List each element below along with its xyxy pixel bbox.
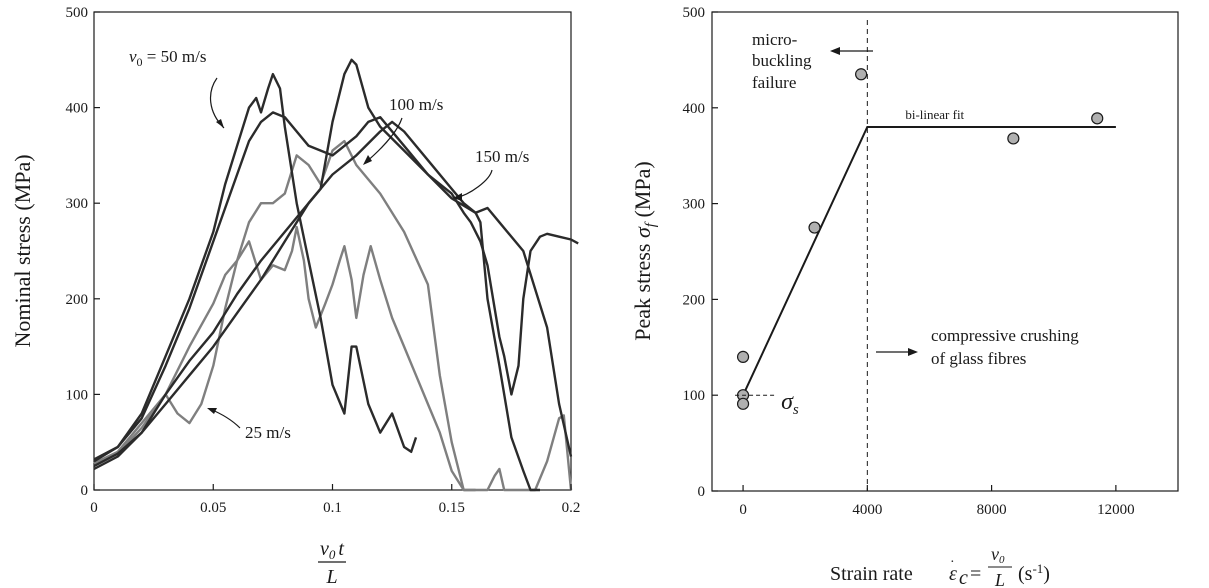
left-y-axis-label: Nominal stress (MPa) (10, 154, 35, 347)
right-y-tick-label: 0 (698, 484, 706, 500)
crushing-arrowhead (908, 348, 918, 356)
data-point-3 (736, 397, 750, 410)
right-ylabel-sigma: σ (630, 226, 655, 238)
right-y-tick-label: 300 (683, 197, 706, 213)
left-x-axis-label: v0 t L (318, 538, 346, 588)
annot-50-rest: = 50 m/s (143, 47, 207, 66)
left-xlabel-v: v (320, 538, 329, 560)
annot-25-label: 25 m/s (245, 423, 291, 442)
microbuckling-line-2: buckling (752, 51, 812, 70)
left-series-line-1 (93, 225, 573, 492)
right-y-axis-label: Peak stress σf (MPa) (630, 161, 659, 340)
bilinear-fit-label: bi-linear fit (905, 107, 964, 122)
annot-50-arrow (210, 77, 225, 129)
right-xlabel-eps-dot: · (950, 555, 955, 570)
left-y-tick-label: 500 (66, 5, 89, 21)
microbuckling-line-1: micro- (752, 30, 798, 49)
right-ylabel-text: Peak stress (630, 238, 655, 341)
data-point-5 (855, 68, 868, 81)
left-series-line-4 (93, 111, 540, 492)
sigma-s-label: σs (781, 389, 799, 418)
left-x-tick-label: 0.2 (562, 500, 581, 516)
data-point-7 (1091, 112, 1104, 125)
left-series-line-6 (93, 58, 579, 471)
right-y-tick-label: 100 (683, 388, 706, 404)
annot-50-sub: 0 (137, 55, 143, 69)
crushing-line-2: of glass fibres (931, 349, 1026, 368)
right-x-ticks: 0 4000 8000 12000 (739, 485, 1135, 518)
left-y-tick-label: 200 (66, 292, 89, 308)
annotation-50ms: v0 = 50 m/s (129, 47, 225, 129)
left-y-ticks: 0 100 200 300 400 500 (66, 5, 100, 499)
left-y-tick-label: 0 (81, 483, 89, 499)
left-plot-frame (93, 11, 572, 491)
annot-100-label: 100 m/s (389, 95, 443, 114)
left-y-tick-label: 100 (66, 387, 89, 403)
right-y-tick-label: 200 (683, 292, 706, 308)
annotation-150ms: 150 m/s (453, 147, 529, 201)
right-plot-frame (711, 11, 1179, 492)
left-series-line-5 (93, 120, 573, 468)
annot-150-label: 150 m/s (475, 147, 529, 166)
microbuckling-line-3: failure (752, 73, 796, 92)
right-xlabel-eps: ε (949, 563, 957, 585)
data-point-4 (808, 221, 821, 234)
right-lines-group (742, 20, 1116, 491)
right-xlabel-eps-sub: c (959, 567, 968, 588)
annotation-microbuckling: micro- buckling failure (752, 30, 873, 92)
right-x-tick-label: 8000 (977, 502, 1007, 518)
crushing-line-1: compressive crushing (931, 326, 1079, 345)
left-xlabel-t: t (338, 538, 344, 560)
sigma-s-marker: σs (735, 389, 799, 418)
annot-150-arrowhead (453, 193, 462, 201)
right-xlabel-den: L (994, 570, 1005, 588)
right-xlabel-prefix: Strain rate (830, 563, 918, 585)
svg-text:v0 = 50 m/s: v0 = 50 m/s (129, 47, 206, 69)
right-ylabel-unit: (MPa) (630, 161, 655, 223)
left-x-tick-label: 0.05 (200, 500, 226, 516)
annotation-crushing: compressive crushing of glass fibres (876, 326, 1079, 368)
right-x-tick-label: 4000 (852, 502, 882, 518)
left-x-tick-label: 0.1 (323, 500, 342, 516)
left-y-tick-label: 400 (66, 101, 89, 117)
right-x-axis-label: Strain rate ε · c = v0 L (s-1) (830, 544, 1050, 588)
annot-150-arrow (454, 169, 493, 199)
right-y-ticks: 0 100 200 300 400 500 (683, 5, 718, 500)
bilinear-fit-line (742, 126, 1116, 396)
right-x-tick-label: 0 (739, 502, 747, 518)
annotation-100ms: 100 m/s (363, 95, 443, 165)
left-x-tick-label: 0.15 (439, 500, 465, 516)
left-chart: 0 100 200 300 400 500 0 0.05 0.1 0.15 0.2 Nominal… (10, 5, 580, 588)
right-xlabel-num: v0 (991, 544, 1005, 566)
right-y-tick-label: 400 (683, 101, 706, 117)
left-y-tick-label: 300 (66, 196, 89, 212)
svg-text:v0t: v0 t (320, 538, 344, 562)
annot-50-symbol: v (129, 47, 137, 66)
right-ylabel-sub: f (643, 221, 659, 227)
left-xlabel-sub: 0 (329, 547, 336, 562)
right-chart: 0 100 200 300 400 500 0 4000 8000 12000 Peak str… (630, 5, 1179, 588)
right-y-tick-label: 500 (683, 5, 706, 21)
left-series-group (93, 58, 579, 492)
left-xlabel-denominator: L (325, 566, 337, 588)
left-x-tick-label: 0 (90, 500, 98, 516)
microbuckling-arrowhead (830, 47, 840, 55)
data-point-6 (1007, 132, 1020, 145)
right-xlabel-unit: (s-1) (1018, 561, 1050, 585)
data-point-1 (736, 350, 750, 363)
left-x-ticks: 0 0.05 0.1 0.15 0.2 (90, 484, 580, 516)
left-series-line-2 (93, 139, 476, 492)
right-x-tick-label: 12000 (1097, 502, 1135, 518)
annot-50-arrowhead (216, 119, 224, 128)
annot-100-arrowhead (363, 155, 372, 165)
annotation-25ms: 25 m/s (207, 408, 291, 442)
annot-25-arrowhead (207, 408, 217, 414)
right-xlabel-eq: = (970, 563, 981, 585)
left-series-line-3 (93, 72, 418, 463)
